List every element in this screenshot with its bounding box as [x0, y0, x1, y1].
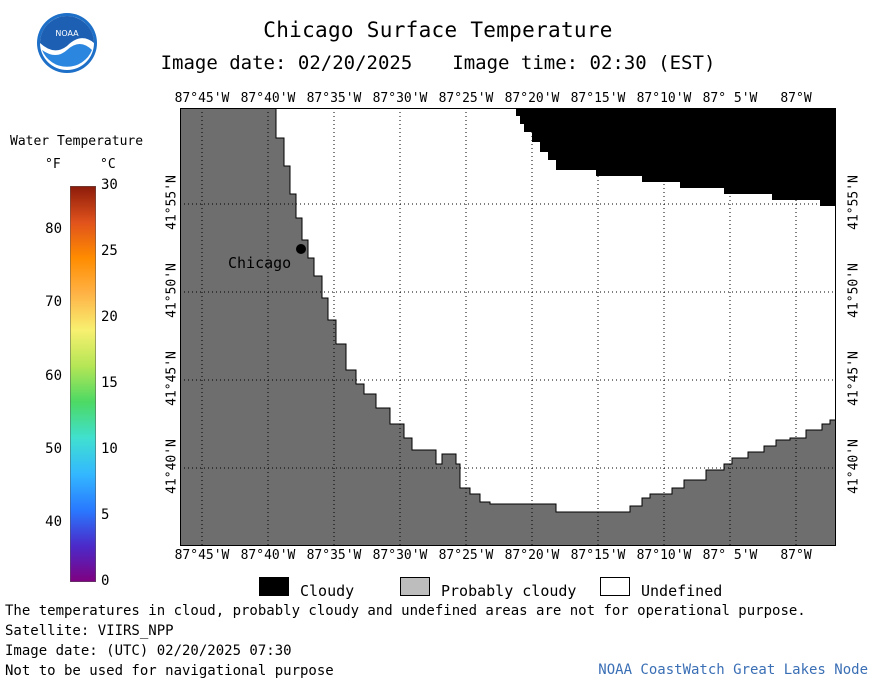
noaa-logo: NOAA [37, 13, 97, 73]
image-time: Image time: 02:30 (EST) [452, 52, 716, 74]
lat-label-right: 41°40'N [846, 439, 862, 494]
legend-tick-f-80: 80 [45, 221, 62, 237]
key-swatch-cloudy [259, 577, 289, 596]
legend-tick-c-15: 15 [101, 375, 118, 391]
lat-label-right: 41°45'N [846, 351, 862, 406]
legend-title: Water Temperature [10, 134, 144, 149]
lon-label-bottom: 87°15'W [570, 548, 626, 563]
lon-label-top: 87°10'W [636, 91, 692, 106]
lat-label-left: 41°55'N [164, 175, 180, 230]
legend-tick-c-5: 5 [101, 507, 110, 523]
logo-text: NOAA [55, 29, 79, 38]
lon-label-top: 87° 5'W [702, 91, 758, 106]
legend-tick-c-20: 20 [101, 309, 118, 325]
legend-tick-f-40: 40 [45, 514, 62, 531]
color-scale-bar [70, 186, 96, 582]
lat-label-left: 41°50'N [164, 263, 180, 318]
legend-unit-c: °C [100, 157, 116, 172]
legend-tick-c-10: 10 [101, 441, 118, 457]
lon-label-bottom: 87°40'W [240, 548, 296, 563]
legend-tick-f-60: 60 [45, 367, 62, 384]
lon-label-top: 87°W [780, 91, 812, 106]
lon-label-bottom: 87° 5'W [702, 548, 758, 563]
lon-label-bottom: 87°25'W [438, 548, 494, 563]
lat-label-right: 41°55'N [846, 175, 862, 230]
key-label-cloudy: Cloudy [300, 582, 355, 600]
key-label-probably-cloudy: Probably cloudy [441, 582, 577, 600]
footer-satellite: Satellite: VIIRS_NPP [5, 623, 174, 639]
land-area [180, 108, 836, 546]
legend-tick-c-0: 0 [101, 573, 110, 589]
key-label-undefined: Undefined [641, 582, 723, 600]
lon-label-bottom: 87°35'W [306, 548, 362, 563]
footer-credit: NOAA CoastWatch Great Lakes Node [598, 662, 868, 678]
lat-label-left: 41°40'N [164, 439, 180, 494]
footer-utc-date: Image date: (UTC) 02/20/2025 07:30 [5, 643, 292, 659]
cloudy-area [516, 108, 836, 206]
lat-label-left: 41°45'N [164, 351, 180, 406]
lon-label-top: 87°25'W [438, 91, 494, 106]
lon-label-top: 87°45'W [174, 91, 230, 106]
footer-disclaimer: The temperatures in cloud, probably clou… [5, 603, 806, 619]
lon-label-bottom: 87°10'W [636, 548, 692, 563]
lon-label-bottom: 87°45'W [174, 548, 230, 563]
lon-label-bottom: 87°W [780, 548, 812, 563]
image-date: Image date: 02/20/2025 [160, 52, 413, 74]
lon-label-top: 87°20'W [504, 91, 560, 106]
lon-label-bottom: 87°30'W [372, 548, 428, 563]
map-title: Chicago Surface Temperature [263, 18, 613, 42]
footer-nav-warning: Not to be used for navigational purpose [5, 663, 334, 679]
temperature-map [180, 108, 836, 546]
lon-label-top: 87°15'W [570, 91, 626, 106]
city-label-chicago: Chicago [228, 254, 292, 272]
key-swatch-undefined [600, 577, 630, 596]
lon-label-bottom: 87°20'W [504, 548, 560, 563]
lon-label-top: 87°35'W [306, 91, 362, 106]
key-swatch-probably-cloudy [400, 577, 430, 596]
lon-label-top: 87°30'W [372, 91, 428, 106]
legend-tick-c-30: 30 [101, 177, 118, 193]
chicago-marker [296, 244, 306, 254]
legend-unit-f: °F [45, 157, 61, 172]
legend-tick-f-50: 50 [45, 441, 62, 457]
image-datetime: Image date: 02/20/2025 Image time: 02:30 … [0, 52, 876, 74]
graticule [180, 108, 836, 546]
legend-tick-c-25: 25 [101, 243, 118, 259]
lat-label-right: 41°50'N [846, 263, 862, 318]
lon-label-top: 87°40'W [240, 91, 296, 106]
legend-tick-f-70: 70 [45, 294, 62, 311]
map-frame [180, 108, 836, 546]
